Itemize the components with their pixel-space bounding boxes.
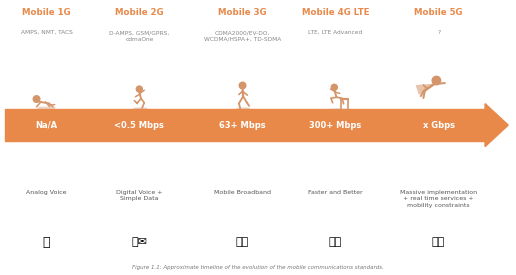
Text: LTE, LTE Advanced: LTE, LTE Advanced xyxy=(308,30,363,35)
Text: <0.5 Mbps: <0.5 Mbps xyxy=(115,121,164,130)
Text: x Gbps: x Gbps xyxy=(423,121,455,130)
Text: 📺📡: 📺📡 xyxy=(329,237,342,247)
Text: Faster and Better: Faster and Better xyxy=(308,190,363,195)
Text: Mobile 3G: Mobile 3G xyxy=(218,8,267,17)
Circle shape xyxy=(331,84,337,90)
Text: Figure 1.1: Approximate timeline of the evolution of the mobile communications s: Figure 1.1: Approximate timeline of the … xyxy=(132,265,384,270)
Text: Na/A: Na/A xyxy=(36,121,57,130)
Text: Analog Voice: Analog Voice xyxy=(26,190,67,195)
Text: AMPS, NMT, TACS: AMPS, NMT, TACS xyxy=(21,30,72,35)
Circle shape xyxy=(33,96,40,102)
Text: ?: ? xyxy=(437,30,440,35)
Text: 🌐🚗: 🌐🚗 xyxy=(432,237,445,247)
Text: Mobile Broadband: Mobile Broadband xyxy=(214,190,271,195)
Polygon shape xyxy=(5,109,485,141)
Text: 📱🎵: 📱🎵 xyxy=(236,237,249,247)
Text: Digital Voice +
Simple Data: Digital Voice + Simple Data xyxy=(116,190,163,201)
Text: 300+ Mbps: 300+ Mbps xyxy=(309,121,362,130)
Circle shape xyxy=(136,86,142,92)
Text: Mobile 5G: Mobile 5G xyxy=(414,8,463,17)
Text: Mobile 2G: Mobile 2G xyxy=(115,8,164,17)
Ellipse shape xyxy=(134,108,147,109)
Ellipse shape xyxy=(38,107,55,109)
PathPatch shape xyxy=(415,84,433,95)
Polygon shape xyxy=(485,104,508,147)
Ellipse shape xyxy=(331,109,347,110)
Text: 63+ Mbps: 63+ Mbps xyxy=(219,121,266,130)
Text: 📞: 📞 xyxy=(43,235,50,249)
Text: CDMA2000/EV-DO,
WCDMA/HSPA+, TD-SDMA: CDMA2000/EV-DO, WCDMA/HSPA+, TD-SDMA xyxy=(204,30,281,42)
Text: 📱✉: 📱✉ xyxy=(131,237,148,247)
Ellipse shape xyxy=(236,108,250,109)
Circle shape xyxy=(432,76,441,85)
Circle shape xyxy=(239,82,246,89)
Text: Massive implementation
+ real time services +
mobility constraints: Massive implementation + real time servi… xyxy=(400,190,477,208)
Text: Mobile 4G LTE: Mobile 4G LTE xyxy=(302,8,369,17)
Text: D-AMPS, GSM/GPRS,
cdmaOne: D-AMPS, GSM/GPRS, cdmaOne xyxy=(109,30,169,42)
Text: Mobile 1G: Mobile 1G xyxy=(22,8,71,17)
